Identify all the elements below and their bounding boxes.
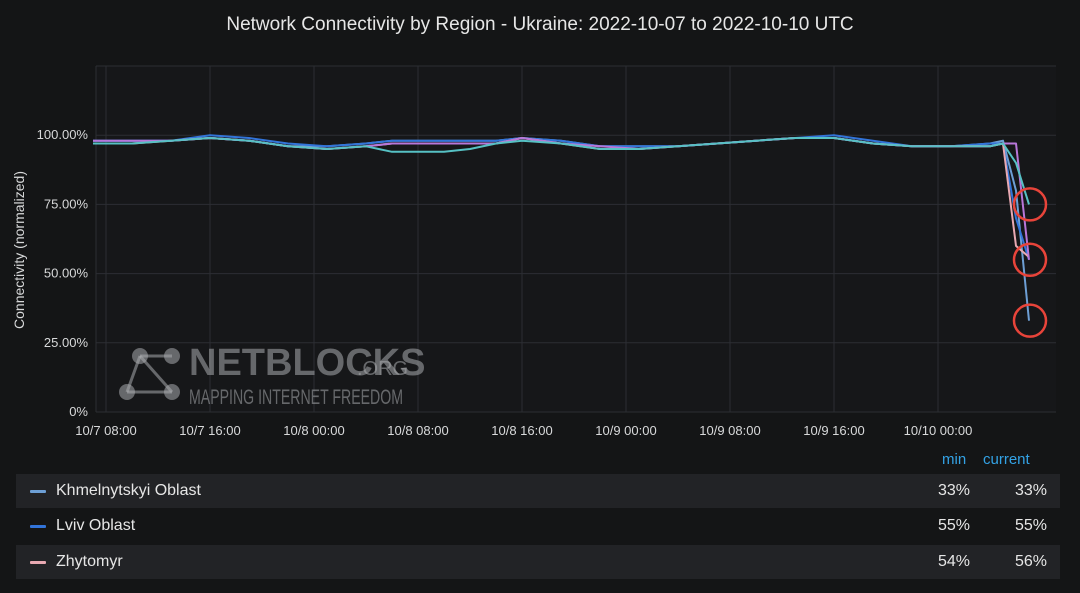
series-color-swatch — [30, 490, 46, 493]
legend-series-name: Khmelnytskyi Oblast — [56, 482, 201, 499]
chart-grid — [95, 65, 1056, 413]
watermark-tagline: MAPPING INTERNET FREEDOM — [189, 386, 403, 409]
series-lines — [93, 134, 1030, 321]
highlight-circle — [1012, 303, 1048, 338]
y-tick-label: 50.00% — [44, 266, 89, 281]
x-tick-label: 10/9 08:00 — [699, 423, 760, 438]
legend-row[interactable]: Khmelnytskyi Oblast 33% 33% — [16, 474, 1060, 508]
legend-current-header[interactable]: current — [983, 451, 1030, 468]
series-line-5[interactable] — [93, 137, 1030, 205]
watermark-tld: .ORG — [357, 358, 408, 380]
y-tick-label: 100.00% — [37, 127, 89, 142]
legend-min-header[interactable]: min — [942, 451, 967, 468]
series-color-swatch — [30, 561, 46, 564]
watermark-brand: NETBLOCKS — [189, 342, 425, 384]
x-tick-label: 10/8 16:00 — [491, 423, 552, 438]
network-logo-icon — [119, 348, 180, 400]
series-color-swatch — [30, 525, 46, 528]
y-axis-ticks: 0% 25.00% 50.00% 75.00% 100.00% — [37, 127, 89, 419]
legend-series-name: Lviv Oblast — [56, 517, 136, 534]
x-tick-label: 10/10 00:00 — [904, 423, 973, 438]
highlight-circles — [1012, 187, 1048, 338]
x-tick-label: 10/8 00:00 — [283, 423, 344, 438]
legend-row[interactable]: Lviv Oblast 55% 55% — [16, 509, 1060, 543]
highlight-circle — [1012, 187, 1048, 222]
legend-row[interactable]: Zhytomyr 54% 56% — [16, 545, 1060, 579]
y-axis-label: Connectivity (normalized) — [11, 171, 27, 329]
x-axis-ticks: 10/7 08:00 10/7 16:00 10/8 00:00 10/8 08:00… — [75, 423, 972, 438]
netblocks-watermark: NETBLOCKS .ORG MAPPING INTERNET FREEDOM — [119, 342, 425, 409]
y-tick-label: 25.00% — [44, 335, 89, 350]
plot-background — [96, 66, 1056, 412]
legend-current-value: 55% — [1014, 517, 1047, 534]
legend-current-value: 56% — [1014, 553, 1047, 570]
legend-min-value: 33% — [937, 482, 970, 499]
y-tick-label: 75.00% — [44, 196, 89, 211]
x-tick-label: 10/8 08:00 — [387, 423, 448, 438]
x-tick-label: 10/9 16:00 — [803, 423, 864, 438]
legend-series-name: Zhytomyr — [56, 553, 123, 570]
x-tick-label: 10/7 16:00 — [179, 423, 240, 438]
legend-min-value: 55% — [937, 517, 970, 534]
x-tick-label: 10/7 08:00 — [75, 423, 136, 438]
y-tick-label: 0% — [69, 404, 88, 419]
legend-min-value: 54% — [937, 553, 970, 570]
legend-current-value: 33% — [1014, 482, 1047, 499]
x-tick-label: 10/9 00:00 — [595, 423, 656, 438]
highlight-circle — [1012, 242, 1048, 278]
chart-title: Network Connectivity by Region - Ukraine… — [226, 14, 854, 35]
